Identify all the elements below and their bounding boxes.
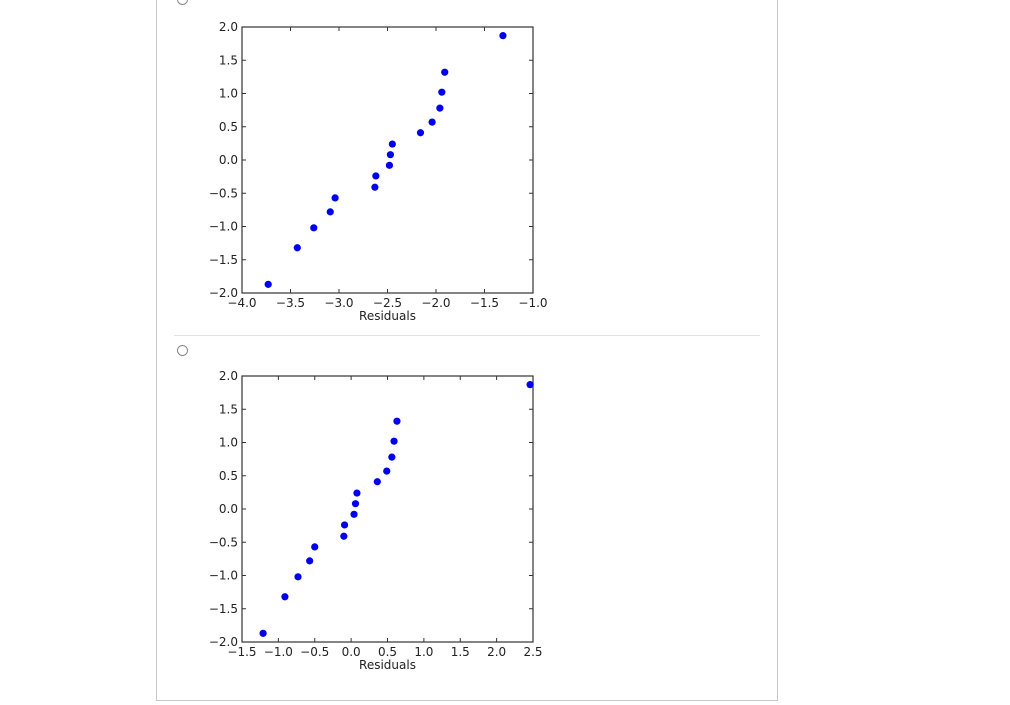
x-tick-label: 0.0 [342,645,361,659]
qq-plot-option-1: −4.0 −3.5 −3.0 −2.5 −2.0 −1.5 −1.0 2.0 1.5 1.0 0.5… [191,20,548,323]
data-point [259,629,267,637]
x-axis-label: Residuals [359,658,416,672]
x-tick-label: 2.5 [523,645,542,659]
y-tick-label: 1.5 [219,402,238,416]
y-tick-label: 1.5 [219,53,238,67]
data-point [281,593,289,601]
x-tick-label: −2.5 [373,296,402,310]
x-tick-label: −0.5 [300,645,329,659]
data-point [331,194,339,202]
data-point [388,453,396,461]
y-tick-label: 2.0 [219,369,238,383]
data-point [373,478,381,486]
data-point [436,104,444,112]
y-tick-label: −0.5 [209,535,238,549]
data-point [526,381,534,389]
data-point [310,224,318,232]
plot-area [241,26,534,294]
data-point [294,573,302,581]
data-point [326,208,334,216]
y-tick-label: −1.5 [209,602,238,616]
option-divider [174,335,760,336]
data-point [371,183,379,191]
y-tick-label: 0.0 [219,502,238,516]
y-tick-label: 0.5 [219,120,238,134]
x-tick-label: 1.0 [414,645,433,659]
x-tick-label: −2.0 [421,296,450,310]
data-point [386,151,395,159]
data-point [393,417,401,425]
plot-area [241,375,534,643]
y-tick-label: −1.5 [209,253,238,267]
y-tick-label: −2.0 [209,635,238,649]
data-point [383,467,391,475]
y-tick-label: −2.0 [209,286,238,300]
x-axis-label: Residuals [359,309,416,323]
data-point [351,500,360,508]
data-point [416,129,425,137]
x-tick-label: −1.5 [227,645,256,659]
data-point [306,557,314,565]
x-tick-label: −4.0 [227,296,256,310]
data-point [311,543,319,551]
y-tick-label: −1.0 [209,569,238,583]
data-point [428,118,436,126]
data-point [441,68,449,76]
x-tick-label: −1.0 [518,296,547,310]
data-point [385,161,394,169]
y-tick-label: −0.5 [209,186,238,200]
y-tick-label: 0.0 [219,153,238,167]
qq-plot-option-2: −1.5 −1.0 −0.5 0.0 0.5 1.0 1.5 2.0 2.5 2.0 1.5 1.0 0… [191,369,543,672]
y-tick-label: −1.0 [209,220,238,234]
y-tick-label: 1.0 [219,436,238,450]
x-tick-label: 1.5 [451,645,470,659]
y-tick-label: 0.5 [219,469,238,483]
data-point [390,437,398,445]
x-tick-label: 2.0 [487,645,506,659]
data-point [388,140,396,148]
data-point [264,280,272,288]
data-point [372,172,380,180]
y-axis-label: Quantiles [191,480,205,537]
data-point [438,88,446,96]
x-tick-label: −1.5 [470,296,499,310]
y-axis-label: Quantiles [191,131,205,188]
x-tick-label: −3.5 [276,296,305,310]
data-point [293,244,301,252]
x-tick-label: −1.0 [264,645,293,659]
y-tick-label: 2.0 [219,20,238,34]
y-tick-label: 1.0 [219,87,238,101]
x-tick-label: 0.5 [378,645,397,659]
data-point [353,489,361,497]
x-tick-label: −3.0 [324,296,353,310]
data-point [350,510,358,518]
data-point [340,521,349,529]
data-point [340,532,348,540]
data-point [499,32,507,40]
answer-option-radio-2[interactable] [177,345,188,356]
